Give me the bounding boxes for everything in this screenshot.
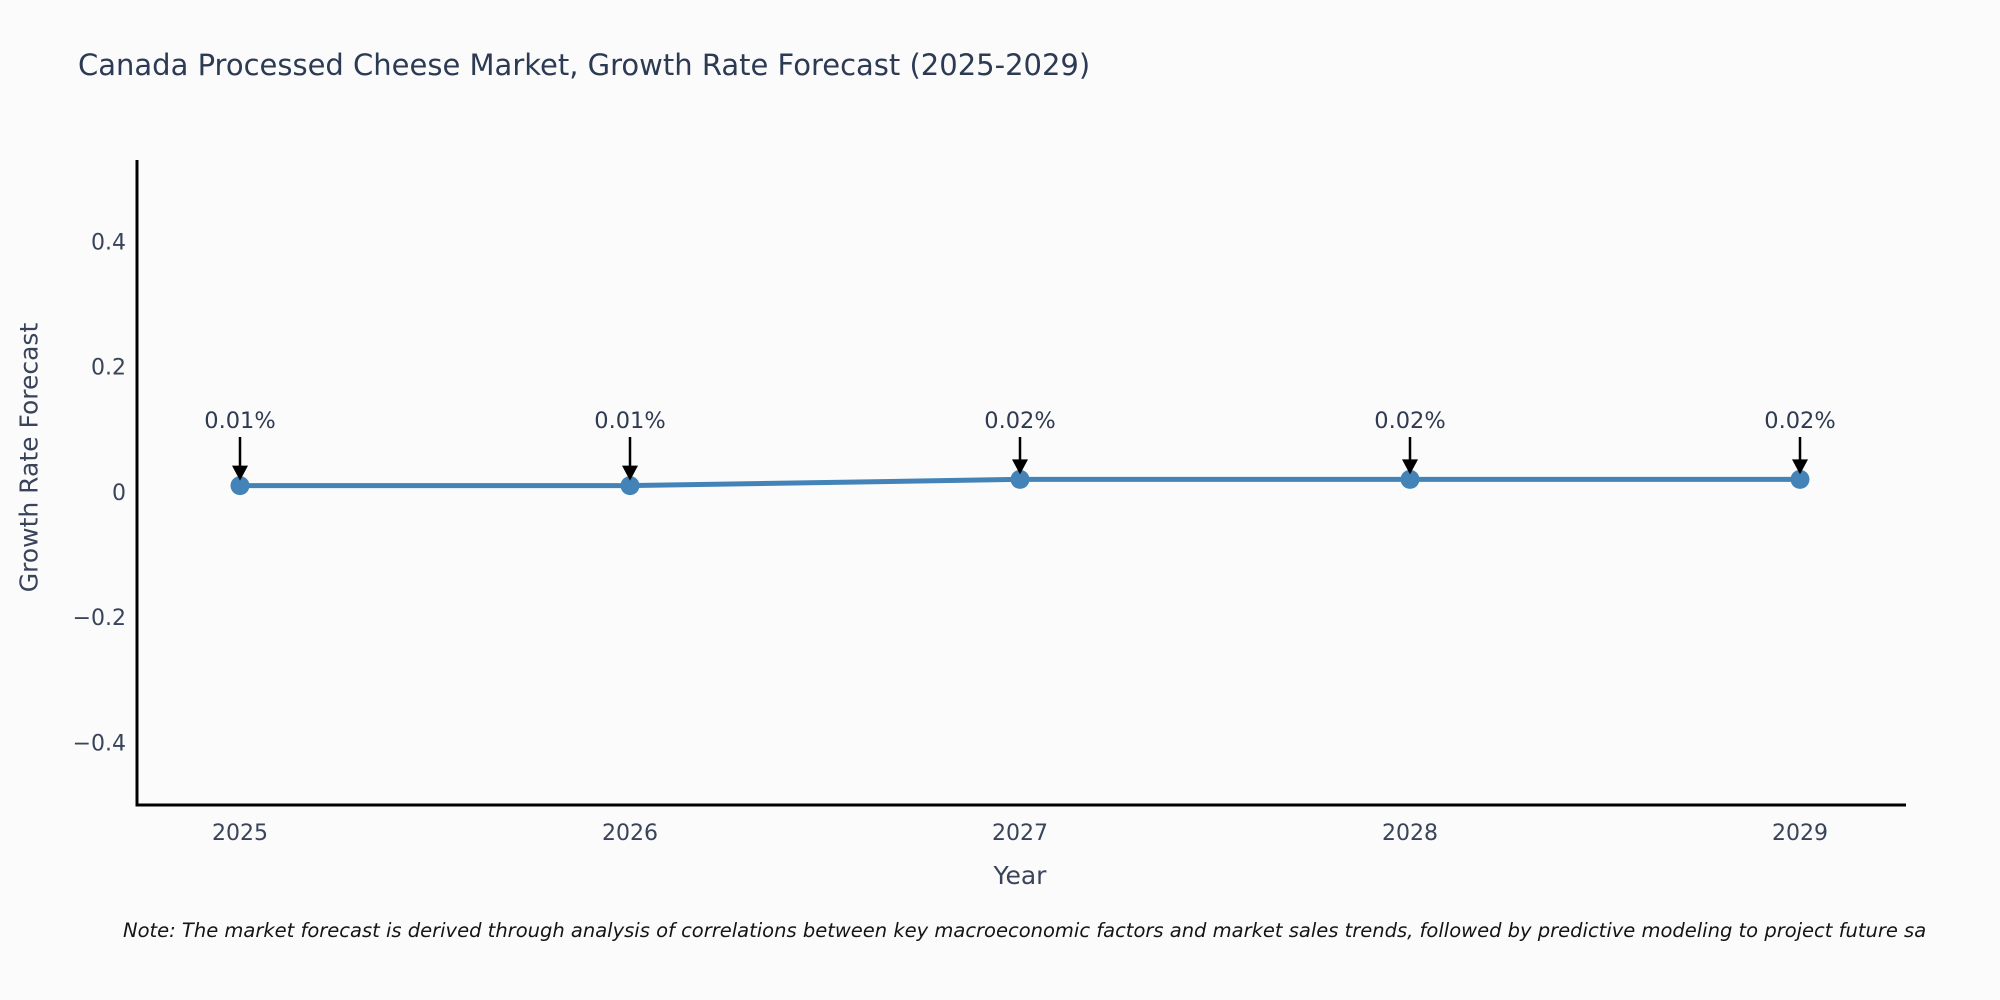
chart-title: Canada Processed Cheese Market, Growth R… [78, 48, 1091, 82]
y-tick-label: −0.4 [73, 731, 126, 756]
x-tick-label: 2029 [1772, 821, 1828, 846]
data-point-marker [1400, 469, 1420, 489]
x-tick-label: 2026 [602, 821, 658, 846]
footnote: Note: The market forecast is derived thr… [123, 919, 1927, 942]
data-point-label: 0.02% [984, 408, 1055, 434]
data-point-label: 0.01% [594, 408, 665, 434]
data-point-label: 0.02% [1764, 408, 1835, 434]
y-tick-label: 0.4 [91, 230, 126, 255]
data-point-marker [620, 476, 640, 496]
x-axis-title: Year [993, 861, 1047, 890]
y-tick-label: 0.2 [91, 356, 126, 381]
y-tick-label: −0.2 [73, 606, 126, 631]
y-axis-title: Growth Rate Forecast [14, 322, 44, 593]
annotation-arrow-head [232, 465, 248, 481]
annotation-arrow-head [1012, 459, 1028, 475]
annotation-arrow-head [1402, 459, 1418, 475]
data-point-marker [1790, 469, 1810, 489]
x-tick-label: 2028 [1382, 821, 1438, 846]
data-point-label: 0.02% [1374, 408, 1445, 434]
annotation-arrow-head [1792, 459, 1808, 475]
x-tick-label: 2027 [992, 821, 1048, 846]
annotation-arrow-head [622, 465, 638, 481]
data-point-marker [1010, 469, 1030, 489]
data-point-label: 0.01% [204, 408, 275, 434]
y-tick-label: 0 [112, 481, 126, 506]
x-tick-label: 2025 [212, 821, 268, 846]
data-point-marker [230, 476, 250, 496]
